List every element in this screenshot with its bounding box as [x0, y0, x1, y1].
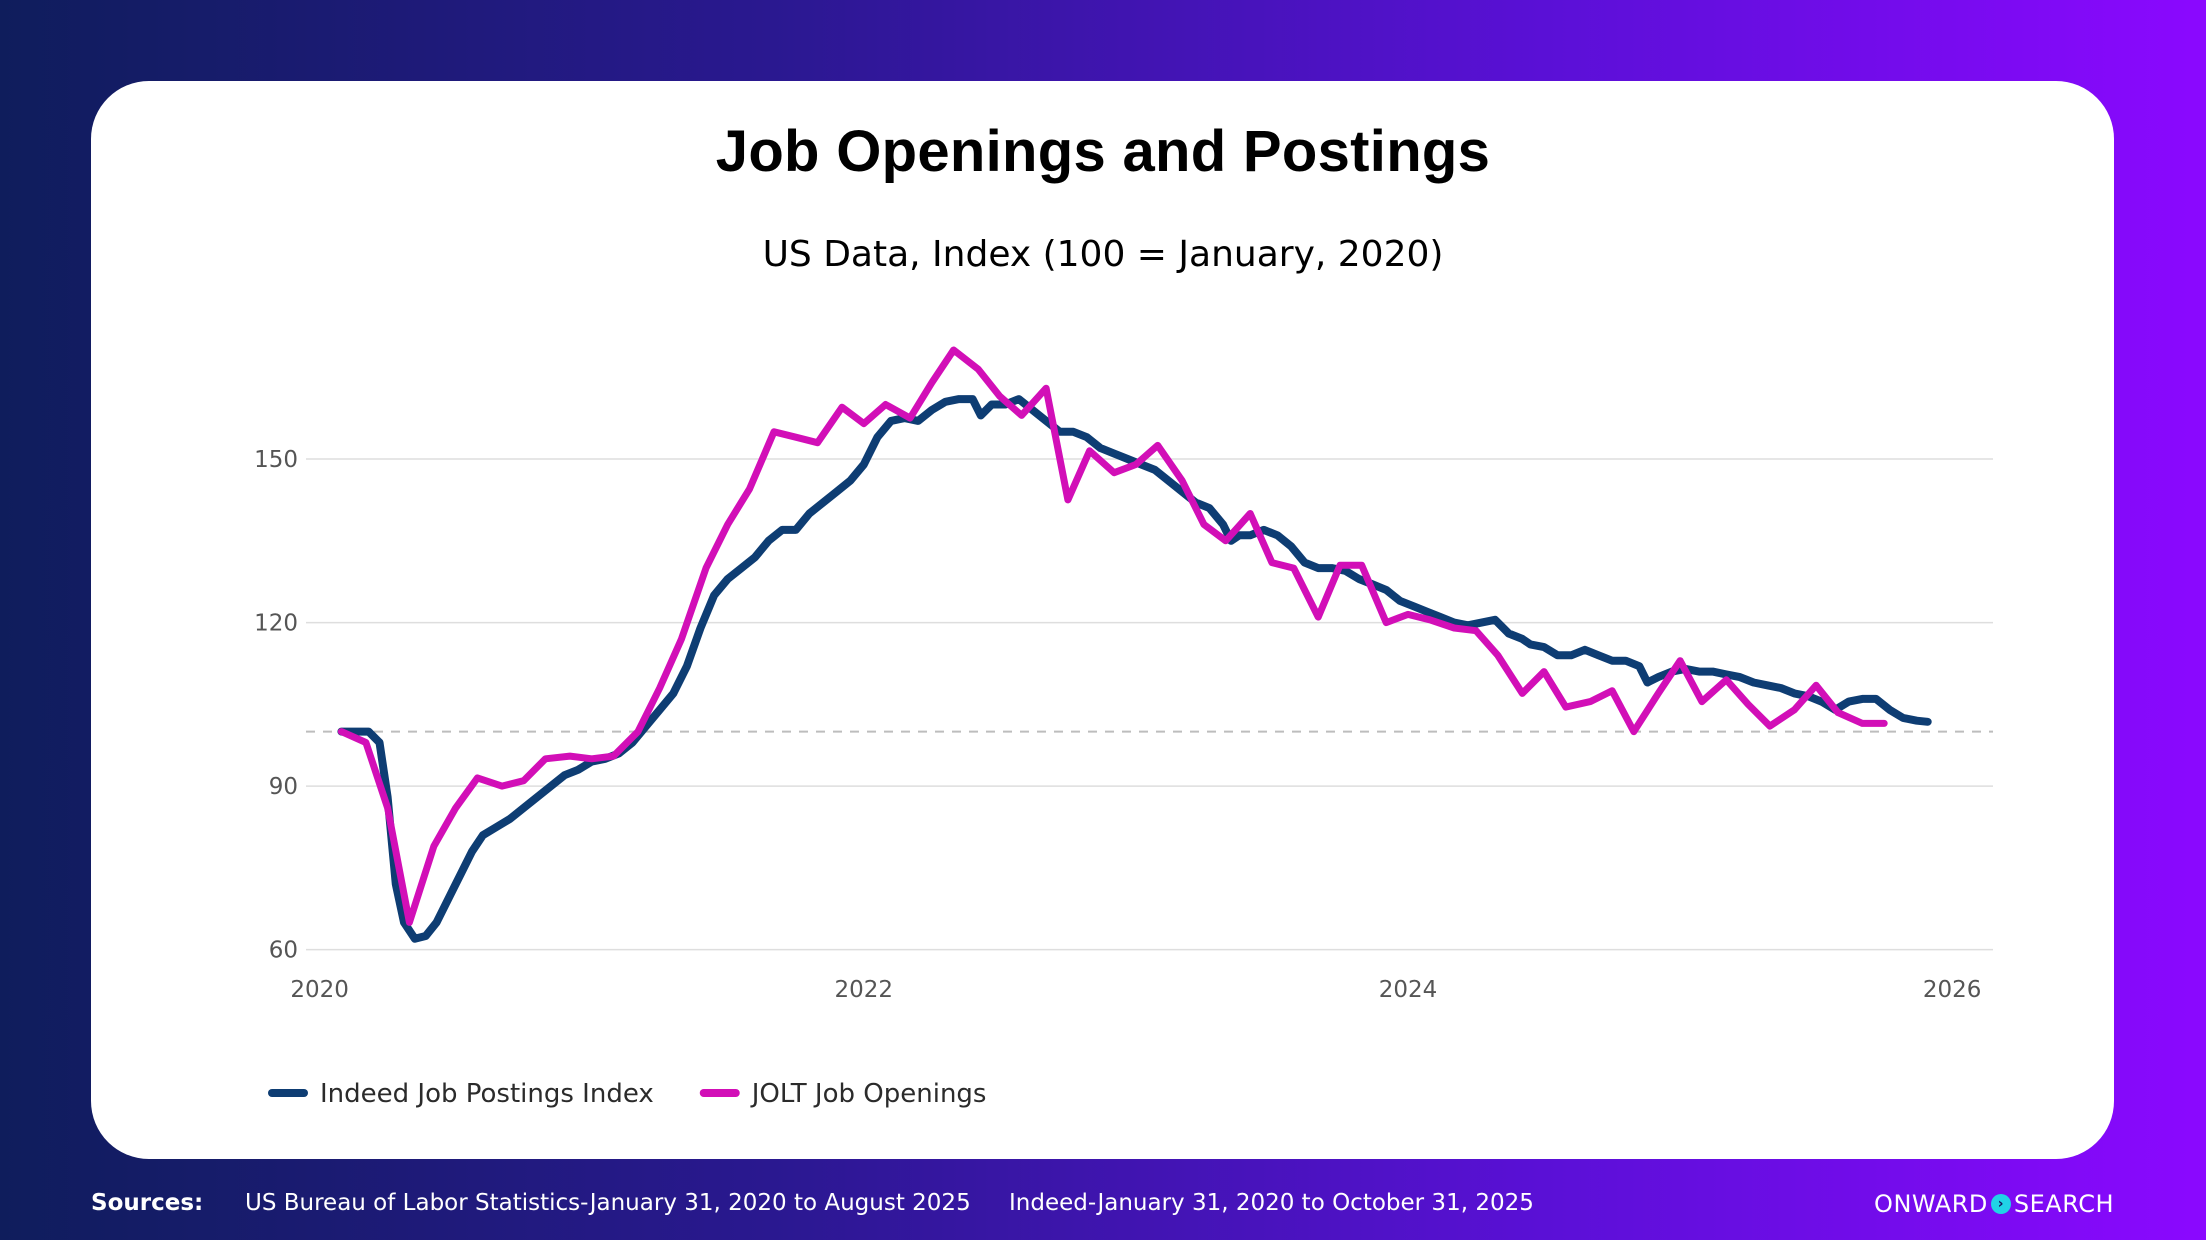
chart-card	[91, 81, 2114, 1159]
source-indeed: Indeed-January 31, 2020 to October 31, 2…	[1009, 1190, 1534, 1216]
brand-word-left: ONWARD	[1874, 1190, 1988, 1218]
series-line-jolt-job-openings	[337, 346, 1888, 926]
chevron-right-circle-icon: ›	[1990, 1194, 2011, 1214]
series-line-indeed-job-postings-index	[337, 395, 1932, 943]
legend-label: Indeed Job Postings Index	[320, 1079, 654, 1109]
y-tick-label: 60	[269, 938, 298, 964]
x-tick-label: 2024	[1379, 977, 1438, 1003]
y-tick-label: 120	[254, 611, 298, 637]
chart-title: Job Openings and Postings	[715, 119, 1491, 184]
y-tick-label: 90	[269, 774, 298, 800]
brand-word-right: SEARCH	[2013, 1190, 2114, 1218]
x-tick-label: 2022	[835, 977, 894, 1003]
brand-logo: ONWARD › SEARCH	[1874, 1190, 2114, 1218]
sources-label: Sources:	[91, 1190, 204, 1216]
x-tick-label: 2026	[1923, 977, 1982, 1003]
x-tick-label: 2020	[290, 977, 349, 1003]
chart-subtitle: US Data, Index (100 = January, 2020)	[762, 234, 1444, 275]
legend-label: JOLT Job Openings	[750, 1079, 987, 1109]
y-tick-label: 150	[254, 447, 298, 473]
footer: Sources: US Bureau of Labor Statistics-J…	[91, 1188, 2114, 1222]
source-bls: US Bureau of Labor Statistics-January 31…	[245, 1190, 971, 1216]
